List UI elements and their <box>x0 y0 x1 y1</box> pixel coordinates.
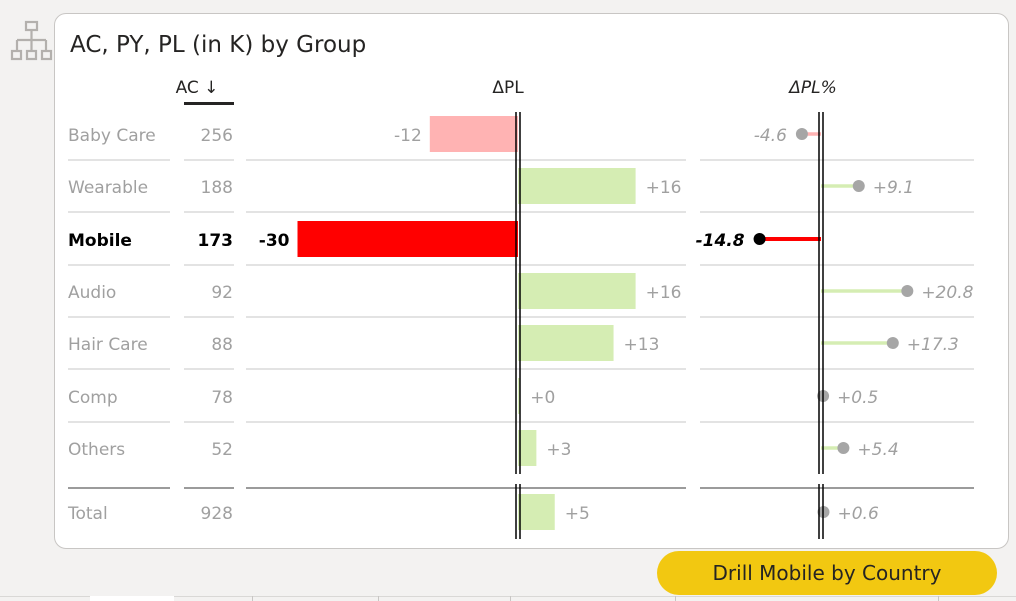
divider <box>252 596 253 601</box>
delta-pl-column-header: ΔPL <box>492 78 524 98</box>
row-ac-value: 78 <box>211 388 233 408</box>
delta-pl-percent-dot <box>753 233 766 245</box>
delta-pl-bar <box>518 325 614 361</box>
visual-card[interactable]: AC, PY, PL (in K) by Group AC ↓ ΔPL ΔPL% Ba… <box>54 13 1009 549</box>
delta-pl-percent-column-header: ΔPL% <box>787 78 837 98</box>
delta-pl-percent-dot <box>886 337 899 349</box>
delta-pl-bar <box>518 494 555 530</box>
page-tab[interactable] <box>90 596 174 601</box>
delta-pl-percent-value: +0.6 <box>837 504 878 524</box>
delta-pl-percent-value: +9.1 <box>873 178 914 198</box>
hierarchy-icon[interactable] <box>10 20 54 64</box>
delta-pl-value: +0 <box>530 388 555 408</box>
divider <box>510 596 511 601</box>
delta-pl-value: +3 <box>546 440 571 460</box>
row-group-label: Mobile <box>68 231 132 251</box>
row-ac-value: 52 <box>211 440 233 460</box>
row-ac-value: 173 <box>198 231 234 251</box>
delta-pl-bar <box>518 430 537 466</box>
delta-pl-percent-dot <box>795 128 808 140</box>
divider <box>378 596 379 601</box>
row-ac-value: 92 <box>211 283 233 303</box>
delta-pl-percent-value: -4.6 <box>754 126 787 146</box>
row-ac-value: 256 <box>201 126 233 146</box>
delta-pl-bar <box>518 168 636 204</box>
row-group-label: Others <box>68 440 125 460</box>
delta-pl-bar <box>297 221 518 257</box>
row-group-label: Baby Care <box>68 126 156 146</box>
delta-pl-value: +13 <box>624 335 660 355</box>
divider <box>675 596 676 601</box>
delta-pl-value: +5 <box>565 504 590 524</box>
delta-pl-bar <box>429 116 518 152</box>
delta-pl-percent-value: +5.4 <box>857 440 898 460</box>
variance-table[interactable]: AC ↓ ΔPL ΔPL% Baby Care 256 -12 -4.6 Wearable 18… <box>55 14 1008 548</box>
row-group-label: Wearable <box>68 178 148 198</box>
row-ac-value: 928 <box>201 504 233 524</box>
delta-pl-percent-dot <box>852 180 865 192</box>
drill-mobile-button[interactable]: Drill Mobile by Country <box>657 551 997 595</box>
delta-pl-percent-dot <box>837 442 850 454</box>
delta-pl-percent-value: +17.3 <box>907 335 959 355</box>
row-group-label: Comp <box>68 388 118 408</box>
delta-pl-bar <box>518 378 521 414</box>
row-group-label: Audio <box>68 283 116 303</box>
delta-pl-percent-dot <box>901 285 914 297</box>
sort-indicator <box>184 102 234 105</box>
delta-pl-percent-value: -14.8 <box>696 231 745 251</box>
delta-pl-value: -30 <box>259 231 290 251</box>
delta-pl-percent-value: +0.5 <box>837 388 878 408</box>
delta-pl-bar <box>518 273 636 309</box>
divider <box>938 596 939 601</box>
row-group-label: Hair Care <box>68 335 148 355</box>
row-group-label: Total <box>67 504 108 524</box>
row-ac-value: 188 <box>201 178 233 198</box>
page-bottom-edge <box>0 596 1016 597</box>
delta-pl-value: +16 <box>646 178 682 198</box>
delta-pl-percent-value: +20.8 <box>921 283 973 303</box>
delta-pl-value: +16 <box>646 283 682 303</box>
row-ac-value: 88 <box>211 335 233 355</box>
chart-title: AC, PY, PL (in K) by Group <box>70 32 367 58</box>
delta-pl-value: -12 <box>394 126 422 146</box>
ac-column-header: AC ↓ <box>176 78 219 98</box>
